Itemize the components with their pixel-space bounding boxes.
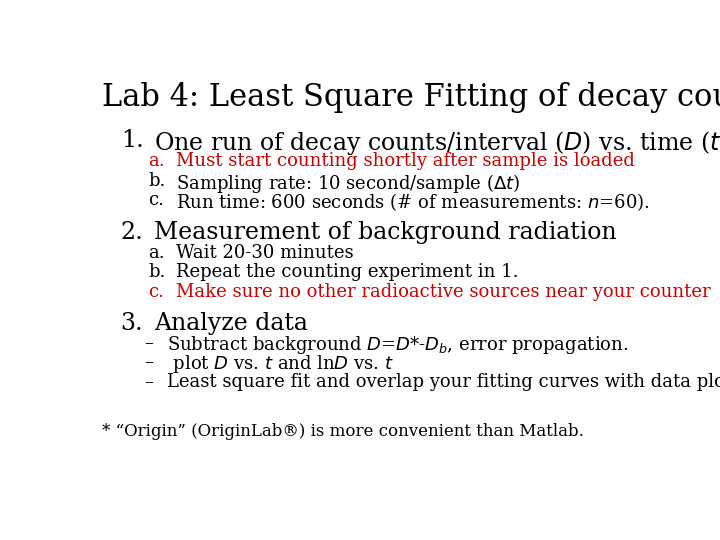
Text: Analyze data: Analyze data: [154, 312, 308, 335]
Text: Lab 4: Least Square Fitting of decay counts: Lab 4: Least Square Fitting of decay cou…: [102, 82, 720, 113]
Text: c.: c.: [148, 282, 165, 301]
Text: Sampling rate: 10 second/sample ($\Delta t$): Sampling rate: 10 second/sample ($\Delta…: [176, 172, 521, 194]
Text: Run time: 600 seconds (# of measurements: $n$=60).: Run time: 600 seconds (# of measurements…: [176, 191, 650, 213]
Text: 3.: 3.: [121, 312, 143, 335]
Text: Repeat the counting experiment in 1.: Repeat the counting experiment in 1.: [176, 263, 519, 281]
Text: Must start counting shortly after sample is loaded: Must start counting shortly after sample…: [176, 152, 635, 170]
Text: Make sure no other radioactive sources near your counter: Make sure no other radioactive sources n…: [176, 282, 711, 301]
Text: plot $D$ vs. $t$ and ln$D$ vs. $t$: plot $D$ vs. $t$ and ln$D$ vs. $t$: [167, 353, 394, 375]
Text: 2.: 2.: [121, 221, 143, 244]
Text: Wait 20-30 minutes: Wait 20-30 minutes: [176, 244, 354, 261]
Text: b.: b.: [148, 263, 166, 281]
Text: –: –: [145, 353, 153, 372]
Text: c.: c.: [148, 191, 165, 209]
Text: Subtract background $D$=$D$*-$D_b$, error propagation.: Subtract background $D$=$D$*-$D_b$, erro…: [167, 334, 629, 356]
Text: 1.: 1.: [121, 129, 143, 152]
Text: b.: b.: [148, 172, 166, 190]
Text: –: –: [145, 334, 153, 352]
Text: Measurement of background radiation: Measurement of background radiation: [154, 221, 617, 244]
Text: One run of decay counts/interval ($D$) vs. time ($t$): One run of decay counts/interval ($D$) v…: [154, 129, 720, 157]
Text: –: –: [145, 373, 153, 391]
Text: Least square fit and overlap your fitting curves with data plots.: Least square fit and overlap your fittin…: [167, 373, 720, 391]
Text: * “Origin” (OriginLab®) is more convenient than Matlab.: * “Origin” (OriginLab®) is more convenie…: [102, 423, 584, 440]
Text: a.: a.: [148, 244, 165, 261]
Text: a.: a.: [148, 152, 165, 170]
